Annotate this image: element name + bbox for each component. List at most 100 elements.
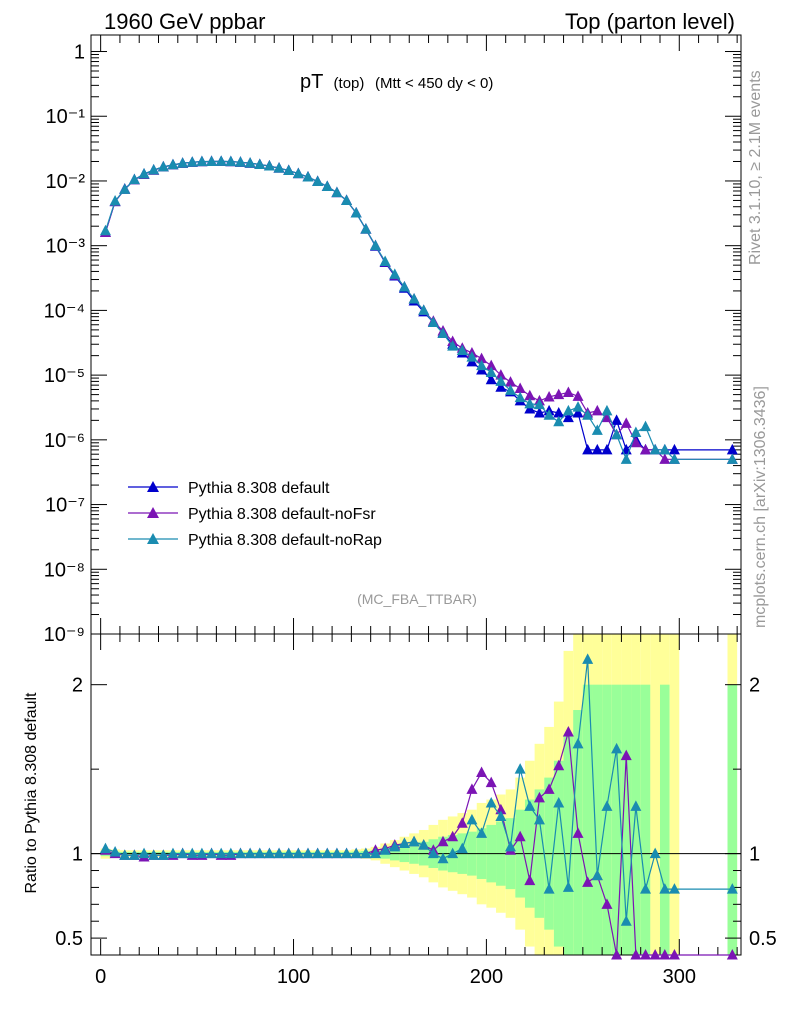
ratio-point-series-0 bbox=[543, 783, 555, 794]
ratio-point-series-1 bbox=[543, 883, 555, 894]
y-tick-label: 1 bbox=[74, 42, 85, 64]
ratio-point-series-1 bbox=[524, 800, 536, 811]
data-point-series-2 bbox=[138, 168, 150, 179]
ratio-point-series-1 bbox=[273, 847, 285, 859]
ratio-point-series-1 bbox=[620, 915, 632, 926]
ratio-point-series-0 bbox=[514, 830, 526, 842]
ratio-point-series-1 bbox=[630, 800, 642, 811]
ratio-point-series-0 bbox=[553, 759, 565, 771]
data-point-series-2 bbox=[601, 404, 613, 416]
data-point-series-0 bbox=[726, 443, 738, 455]
data-point-series-1 bbox=[640, 443, 652, 455]
ratio-point-series-1 bbox=[225, 847, 237, 859]
ratio-point-series-0 bbox=[447, 830, 459, 842]
ratio-point-series-1 bbox=[726, 883, 738, 894]
ratio-point-series-0 bbox=[726, 949, 738, 960]
ratio-point-series-1 bbox=[186, 847, 198, 859]
ratio-point-series-0 bbox=[668, 949, 680, 960]
ratio-point-series-0 bbox=[601, 898, 613, 909]
data-point-series-0 bbox=[611, 414, 623, 425]
data-point-series-2 bbox=[331, 186, 343, 198]
band-green-bin bbox=[611, 684, 622, 955]
ratio-point-series-1 bbox=[341, 847, 353, 859]
data-point-series-1 bbox=[620, 417, 632, 428]
ratio-point-series-1 bbox=[476, 827, 488, 838]
data-point-series-2 bbox=[611, 428, 623, 440]
y-tick-label: 10⁻² bbox=[46, 171, 86, 193]
band-green-bin bbox=[602, 684, 612, 955]
ratio-point-series-1 bbox=[350, 847, 362, 859]
ratio-point-series-1 bbox=[234, 847, 246, 859]
plot-title-sub1: (top) bbox=[334, 75, 365, 92]
data-point-series-2 bbox=[620, 453, 632, 464]
data-point-series-2 bbox=[427, 316, 439, 328]
data-point-series-1 bbox=[485, 359, 497, 371]
ratio-point-series-1 bbox=[611, 742, 623, 754]
ratio-ylabel: Ratio to Pythia 8.308 default bbox=[23, 692, 40, 894]
band-green-bin bbox=[631, 684, 641, 955]
ratio-point-series-1 bbox=[283, 847, 295, 859]
ratio-point-series-0 bbox=[582, 876, 594, 887]
legend-label-nofsr: Pythia 8.308 default-noFsr bbox=[188, 506, 376, 523]
series-line-2 bbox=[104, 160, 733, 462]
data-point-series-0 bbox=[553, 406, 565, 418]
data-point-series-2 bbox=[591, 424, 603, 435]
rivet-info: Rivet 3.1.10, ≥ 2.1M events bbox=[747, 70, 764, 265]
data-point-series-1 bbox=[562, 386, 574, 397]
data-point-series-2 bbox=[466, 351, 478, 362]
ratio-point-series-0 bbox=[533, 791, 545, 803]
ratio-point-series-0 bbox=[456, 817, 468, 828]
ratio-point-series-1 bbox=[321, 847, 333, 859]
data-point-series-1 bbox=[630, 436, 642, 448]
band-yellow-bin bbox=[669, 634, 680, 955]
data-point-series-2 bbox=[505, 384, 517, 395]
data-point-series-1 bbox=[476, 352, 488, 364]
ratio-point-series-1 bbox=[138, 847, 150, 859]
main-panel: 1 10⁻¹ 10⁻² 10⁻³ 10⁻⁴ 10⁻⁵ 10⁻⁶ 10⁻⁷ 10⁻⁸ 10⁻⁹ bbox=[44, 34, 742, 646]
x-tick-label: 100 bbox=[277, 966, 310, 988]
data-point-series-0 bbox=[495, 381, 507, 392]
y-tick-label: 10⁻⁴ bbox=[44, 300, 85, 322]
y-tick-label: 10⁻⁶ bbox=[44, 430, 85, 452]
ratio-point-series-1 bbox=[408, 835, 420, 847]
analysis-tag: (MC_FBA_TTBAR) bbox=[357, 591, 477, 607]
ratio-point-series-1 bbox=[331, 847, 343, 859]
ratio-point-series-0 bbox=[437, 835, 449, 847]
ratio-point-series-1 bbox=[659, 883, 671, 894]
ratio-point-series-0 bbox=[630, 949, 642, 960]
data-point-series-2 bbox=[659, 443, 671, 455]
ratio-point-series-1 bbox=[514, 763, 526, 774]
data-point-series-0 bbox=[533, 406, 545, 418]
ratio-point-series-1 bbox=[649, 847, 661, 859]
ratio-y-tick-label: 2 bbox=[72, 675, 83, 697]
data-point-series-2 bbox=[418, 304, 430, 315]
legend-entry-nofsr: Pythia 8.308 default-noFsr bbox=[128, 506, 376, 523]
legend: Pythia 8.308 default Pythia 8.308 defaul… bbox=[128, 480, 382, 549]
data-point-series-2 bbox=[437, 327, 449, 338]
ratio-point-series-1 bbox=[157, 849, 169, 860]
ratio-point-series-1 bbox=[312, 847, 324, 859]
band-green-bin bbox=[582, 684, 593, 955]
data-point-series-1 bbox=[591, 404, 603, 416]
ratio-point-series-1 bbox=[427, 847, 439, 859]
ratio-point-series-1 bbox=[263, 847, 275, 859]
data-point-series-2 bbox=[726, 453, 738, 464]
data-point-series-0 bbox=[591, 443, 603, 455]
data-point-series-2 bbox=[186, 156, 198, 167]
data-point-series-0 bbox=[562, 411, 574, 423]
data-point-series-2 bbox=[447, 340, 459, 351]
ratio-point-series-1 bbox=[119, 849, 131, 860]
data-point-series-2 bbox=[582, 409, 594, 420]
ratio-point-series-1 bbox=[206, 847, 218, 859]
ratio-point-series-1 bbox=[601, 800, 613, 811]
data-point-series-2 bbox=[514, 391, 526, 403]
data-point-series-2 bbox=[109, 195, 121, 206]
data-point-series-2 bbox=[640, 420, 652, 432]
legend-marker-default bbox=[147, 481, 159, 492]
ratio-point-series-1 bbox=[466, 813, 478, 825]
band-green-bin bbox=[621, 684, 632, 955]
data-point-series-2 bbox=[312, 175, 324, 187]
data-point-series-1 bbox=[505, 376, 517, 387]
ratio-point-series-1 bbox=[215, 847, 227, 859]
